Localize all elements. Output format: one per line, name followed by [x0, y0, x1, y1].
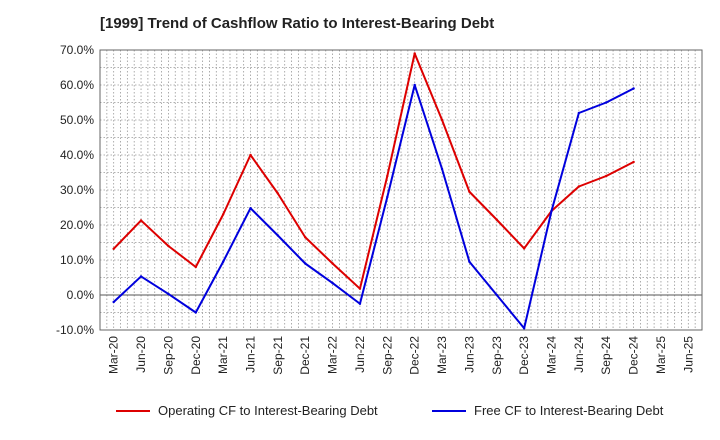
data-point-free-cf	[605, 101, 608, 104]
x-tick-label: Jun-25	[681, 336, 695, 373]
x-tick-label: Sep-21	[271, 336, 285, 375]
data-point-free-cf	[249, 207, 252, 210]
x-tick-label: Dec-23	[517, 336, 531, 375]
x-tick-label: Dec-20	[189, 336, 203, 375]
data-point-operating-cf	[468, 190, 471, 193]
x-tick-label: Sep-23	[490, 336, 504, 375]
y-tick-label: 40.0%	[60, 148, 94, 162]
x-tick-label: Dec-22	[408, 336, 422, 375]
legend-label-free-cf: Free CF to Interest-Bearing Debt	[474, 403, 664, 418]
series-line-operating-cf	[112, 52, 635, 290]
data-point-operating-cf	[495, 218, 498, 221]
x-tick-label: Jun-22	[353, 336, 367, 373]
data-point-free-cf	[413, 83, 416, 87]
data-point-free-cf	[386, 195, 389, 199]
data-point-free-cf	[139, 275, 143, 278]
data-point-free-cf	[276, 234, 280, 237]
data-point-operating-cf	[440, 118, 444, 122]
y-tick-label: -10.0%	[56, 323, 94, 337]
x-tick-label: Mar-21	[216, 336, 230, 374]
x-tick-label: Mar-22	[326, 336, 340, 374]
y-tick-label: 20.0%	[60, 218, 94, 232]
legend-swatch-operating-cf	[116, 409, 150, 412]
x-tick-label: Jun-23	[462, 336, 476, 373]
data-point-operating-cf	[112, 247, 115, 250]
data-point-free-cf	[358, 302, 362, 305]
data-point-operating-cf	[522, 247, 526, 250]
data-point-free-cf	[112, 300, 115, 304]
data-point-operating-cf	[221, 213, 225, 216]
data-point-free-cf	[440, 167, 444, 171]
legend-label-operating-cf: Operating CF to Interest-Bearing Debt	[158, 403, 378, 418]
y-tick-label: 30.0%	[60, 183, 94, 197]
legend-swatch-free-cf	[432, 409, 466, 412]
data-point-operating-cf	[413, 52, 416, 55]
data-point-operating-cf	[167, 244, 170, 248]
x-tick-label: Mar-25	[654, 336, 668, 374]
y-tick-label: 60.0%	[60, 78, 94, 92]
data-point-operating-cf	[194, 265, 197, 269]
legend: Operating CF to Interest-Bearing Debt Fr…	[0, 403, 720, 425]
data-point-operating-cf	[139, 219, 143, 222]
plot-border	[99, 49, 703, 331]
data-point-operating-cf	[249, 153, 252, 157]
data-point-operating-cf	[276, 192, 280, 195]
data-point-operating-cf	[605, 174, 608, 178]
y-tick-label: 0.0%	[67, 288, 95, 302]
x-tick-label: Dec-24	[627, 336, 641, 375]
series-line-free-cf	[112, 84, 635, 330]
data-point-free-cf	[550, 209, 553, 213]
x-tick-label: Mar-23	[435, 336, 449, 374]
x-tick-label: Sep-24	[599, 336, 613, 375]
y-tick-label: 10.0%	[60, 253, 94, 267]
y-tick-label: 50.0%	[60, 113, 94, 127]
data-point-operating-cf	[577, 185, 581, 188]
data-point-free-cf	[304, 262, 307, 265]
data-point-operating-cf	[358, 287, 362, 290]
legend-item-free-cf: Free CF to Interest-Bearing Debt	[432, 403, 663, 418]
data-point-free-cf	[468, 260, 471, 263]
y-tick-label: 70.0%	[60, 43, 94, 57]
data-point-free-cf	[331, 281, 334, 285]
data-point-free-cf	[194, 311, 197, 314]
x-tick-label: Mar-20	[107, 336, 121, 374]
data-point-free-cf	[632, 87, 635, 90]
data-point-operating-cf	[304, 236, 307, 239]
x-tick-label: Jun-21	[244, 336, 258, 373]
data-point-free-cf	[577, 111, 581, 115]
data-point-operating-cf	[632, 160, 635, 164]
data-point-free-cf	[522, 327, 526, 330]
x-tick-label: Jun-20	[134, 336, 148, 373]
x-tick-label: Jun-24	[572, 336, 586, 373]
x-tick-label: Sep-22	[380, 336, 394, 375]
data-point-free-cf	[495, 293, 498, 297]
legend-item-operating-cf: Operating CF to Interest-Bearing Debt	[116, 403, 378, 418]
data-point-free-cf	[167, 292, 170, 296]
chart-title: [1999] Trend of Cashflow Ratio to Intere…	[100, 15, 495, 32]
data-point-free-cf	[221, 260, 225, 263]
data-point-operating-cf	[331, 262, 334, 265]
data-point-operating-cf	[386, 174, 389, 178]
x-tick-label: Mar-24	[545, 336, 559, 374]
x-tick-label: Dec-21	[298, 336, 312, 375]
x-tick-label: Sep-20	[161, 336, 175, 375]
